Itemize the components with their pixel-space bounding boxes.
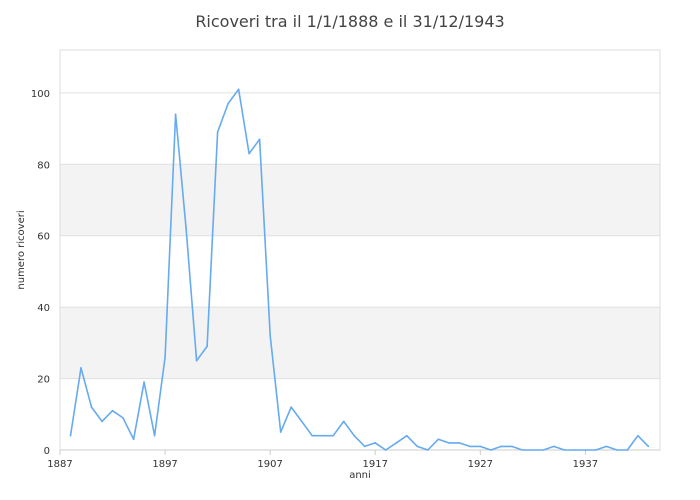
x-tick-label: 1907 [257, 459, 282, 470]
data-point [174, 113, 177, 116]
data-point [80, 367, 82, 369]
data-point [616, 449, 618, 451]
data-point [553, 445, 555, 448]
data-point [542, 449, 545, 451]
data-point [458, 442, 461, 444]
data-point [153, 434, 156, 437]
data-point [405, 434, 408, 437]
data-point [647, 445, 650, 448]
data-point [185, 227, 187, 230]
data-point [637, 434, 639, 437]
data-point [595, 449, 597, 451]
data-point [132, 438, 135, 441]
data-point [563, 449, 566, 451]
y-tick-label: 80 [37, 160, 50, 171]
data-point [342, 420, 345, 423]
data-point [227, 102, 229, 105]
data-point [384, 449, 387, 451]
data-point [195, 359, 198, 362]
y-tick-label: 100 [31, 89, 50, 100]
x-tick-label: 1917 [363, 459, 388, 470]
series-line [69, 88, 649, 451]
data-point [416, 445, 419, 448]
data-point [69, 434, 72, 437]
data-point [374, 442, 377, 444]
y-axis-label: numero ricoveri [16, 210, 27, 289]
data-point [269, 334, 271, 337]
data-point [321, 434, 324, 437]
data-point [206, 345, 208, 348]
data-point [90, 406, 93, 408]
data-point [426, 449, 429, 451]
plot-border [59, 49, 661, 451]
x-axis-label: anni [349, 470, 371, 481]
data-point [248, 152, 250, 155]
data-point [584, 449, 587, 451]
data-point [626, 449, 629, 451]
data-point [101, 420, 103, 423]
data-point [143, 381, 145, 383]
data-point [258, 138, 261, 141]
data-point [216, 131, 219, 133]
data-point [437, 438, 440, 441]
data-point [511, 445, 513, 448]
data-point [353, 434, 356, 437]
data-point [395, 442, 398, 444]
data-point [605, 445, 608, 448]
data-point [532, 449, 534, 451]
data-point [521, 449, 524, 451]
data-point [164, 356, 166, 358]
data-point [111, 409, 114, 412]
grid-band [60, 307, 660, 379]
x-tick-label: 1927 [468, 459, 493, 470]
y-tick-label: 40 [37, 303, 50, 314]
data-point [469, 445, 471, 448]
grid-band [60, 164, 660, 236]
data-point [500, 445, 503, 448]
data-point [490, 449, 492, 451]
x-tick-label: 1937 [573, 459, 598, 470]
x-tick-label: 1887 [47, 459, 72, 470]
data-point [122, 417, 124, 419]
data-point [363, 445, 366, 448]
data-point [574, 449, 576, 451]
data-point [447, 442, 450, 444]
data-point [300, 420, 303, 423]
data-point [332, 434, 335, 437]
x-tick-label: 1897 [152, 459, 177, 470]
y-tick-label: 60 [37, 232, 50, 243]
data-point [479, 445, 482, 448]
chart-title: Ricoveri tra il 1/1/1888 e il 31/12/1943 [195, 12, 505, 31]
y-tick-label: 0 [44, 446, 50, 457]
data-point [279, 431, 282, 433]
data-point [311, 434, 313, 437]
data-point [290, 406, 292, 408]
data-point [237, 88, 240, 91]
y-tick-label: 20 [37, 375, 50, 386]
